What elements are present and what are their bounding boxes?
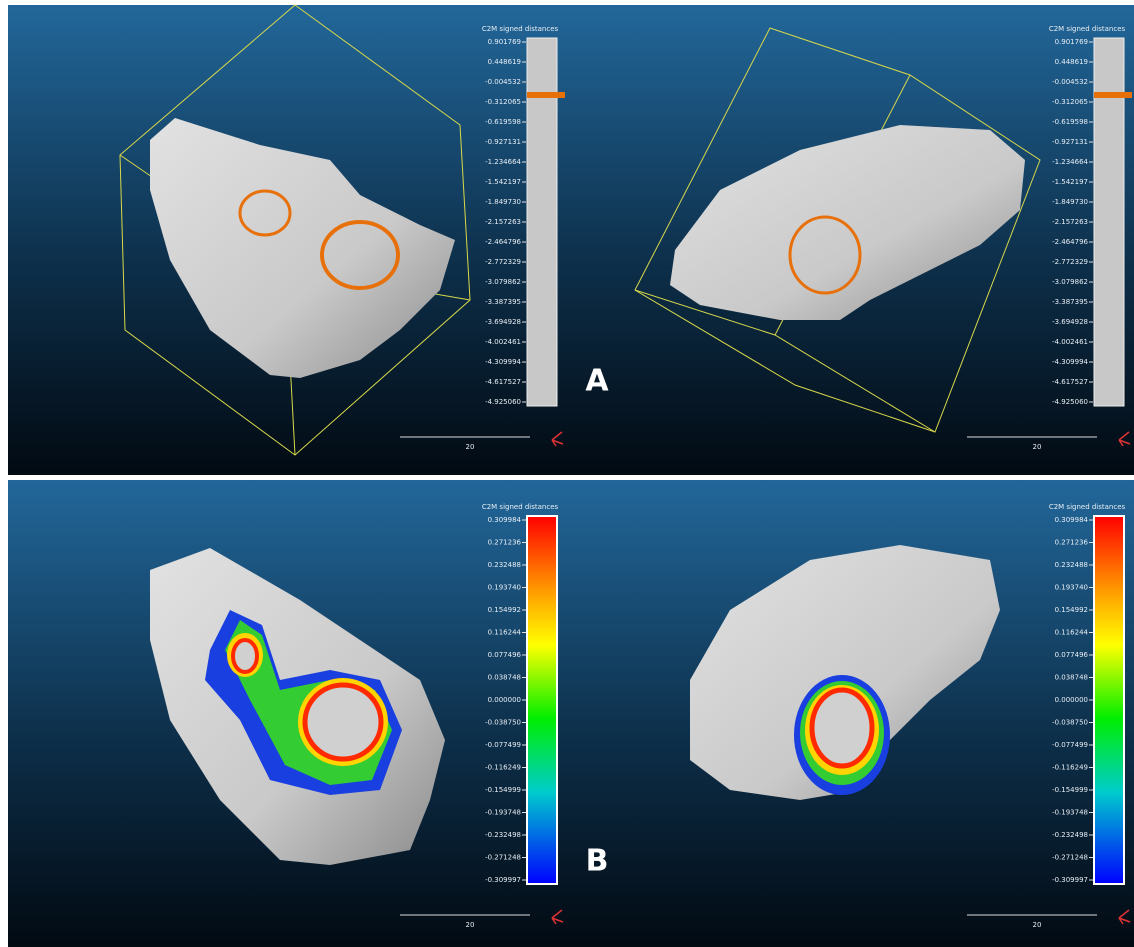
colorbar-tick-label: -3.387395 xyxy=(1052,298,1088,306)
colorbar-tick-label: -2.464796 xyxy=(485,238,521,246)
colorbar-tick-label: -0.271248 xyxy=(1052,854,1088,862)
colorbar-tick-label: -0.309997 xyxy=(1052,876,1088,884)
colorbar-tick-label: -1.849730 xyxy=(485,198,521,206)
colorbar-tick-label: -0.193748 xyxy=(485,809,521,817)
colorbar-tick-label: -3.387395 xyxy=(485,298,521,306)
colorbar-tick-label: 0.077496 xyxy=(1055,651,1089,659)
colorbar-tick-label: 0.448619 xyxy=(1055,58,1088,66)
colorbar-tick-label: -0.309997 xyxy=(485,876,521,884)
colorbar xyxy=(1094,516,1124,884)
colorbar-title: C2M signed distances xyxy=(1049,503,1126,511)
colorbar-tick-label: -0.619598 xyxy=(1052,118,1088,126)
colorbar-band xyxy=(1094,92,1132,98)
colorbar-tick-label: -3.694928 xyxy=(1052,318,1088,326)
colorbar-tick-label: 0.309984 xyxy=(488,516,522,524)
colorbar-tick-label: -0.271248 xyxy=(485,854,521,862)
colorbar-tick-label: 0.116244 xyxy=(488,629,522,637)
colorbar-tick-label: -1.542197 xyxy=(485,178,521,186)
colorbar-tick-label: -4.309994 xyxy=(485,358,521,366)
colorbar-tick-label: 0.901769 xyxy=(488,38,521,46)
colorbar-tick-label: -0.927131 xyxy=(485,138,521,146)
colorbar-tick-label: -0.927131 xyxy=(1052,138,1088,146)
colorbar-tick-label: -0.619598 xyxy=(485,118,521,126)
colorbar-tick-label: -2.464796 xyxy=(1052,238,1088,246)
colorbar-tick-label: -0.232498 xyxy=(1052,831,1088,839)
colorbar-band xyxy=(527,92,565,98)
scale-label: 20 xyxy=(466,921,475,929)
colorbar-tick-label: -0.312065 xyxy=(485,98,521,106)
scale-label: 20 xyxy=(1033,921,1042,929)
colorbar-tick-label: -0.038750 xyxy=(485,719,521,727)
figure-label: A xyxy=(585,364,609,399)
colorbar-tick-label: -1.234664 xyxy=(485,158,521,166)
colorbar-tick-label: -0.232498 xyxy=(485,831,521,839)
colorbar-tick-label: 0.271236 xyxy=(1055,539,1089,547)
colorbar-tick-label: -4.002461 xyxy=(1052,338,1088,346)
colorbar-title: C2M signed distances xyxy=(482,25,559,33)
colorbar-tick-label: -4.309994 xyxy=(1052,358,1088,366)
colorbar-tick-label: -4.925060 xyxy=(485,398,521,406)
colorbar-tick-label: -1.234664 xyxy=(1052,158,1088,166)
colorbar-tick-label: 0.901769 xyxy=(1055,38,1088,46)
figure-label: B xyxy=(586,844,609,879)
colorbar-tick-label: -1.849730 xyxy=(1052,198,1088,206)
colorbar-tick-label: 0.232488 xyxy=(488,561,521,569)
colorbar-tick-label: -2.157263 xyxy=(485,218,521,226)
colorbar-tick-label: -4.617527 xyxy=(1052,378,1088,386)
scale-label: 20 xyxy=(466,443,475,451)
colorbar-tick-label: 0.271236 xyxy=(488,539,522,547)
colorbar-tick-label: 0.154992 xyxy=(488,606,521,614)
colorbar-tick-label: -3.079862 xyxy=(485,278,521,286)
colorbar-tick-label: 0.448619 xyxy=(488,58,521,66)
colorbar-title: C2M signed distances xyxy=(482,503,559,511)
colorbar-tick-label: 0.154992 xyxy=(1055,606,1088,614)
colorbar-tick-label: -4.617527 xyxy=(485,378,521,386)
colorbar-tick-label: 0.193740 xyxy=(1055,584,1088,592)
colorbar-tick-label: 0.116244 xyxy=(1055,629,1089,637)
colorbar-tick-label: -2.772329 xyxy=(1052,258,1088,266)
colorbar-tick-label: -0.116249 xyxy=(1052,764,1088,772)
colorbar-tick-label: -2.157263 xyxy=(1052,218,1088,226)
colorbar-title: C2M signed distances xyxy=(1049,25,1126,33)
colorbar-tick-label: 0.038748 xyxy=(1055,674,1088,682)
colorbar-tick-label: -4.002461 xyxy=(485,338,521,346)
colorbar-tick-label: -2.772329 xyxy=(485,258,521,266)
colorbar-tick-label: -1.542197 xyxy=(1052,178,1088,186)
colorbar-tick-label: 0.000000 xyxy=(1055,696,1088,704)
colorbar-tick-label: -0.004532 xyxy=(485,78,521,86)
colorbar-tick-label: -4.925060 xyxy=(1052,398,1088,406)
colorbar-tick-label: -0.077499 xyxy=(485,741,521,749)
colorbar-tick-label: -0.193748 xyxy=(1052,809,1088,817)
figure: A B C2M signed distances 0.901769 0.448619… xyxy=(0,0,1134,947)
scale-label: 20 xyxy=(1033,443,1042,451)
colorbar-tick-label: -0.154999 xyxy=(485,786,521,794)
colorbar-tick-label: 0.000000 xyxy=(488,696,521,704)
colorbar-tick-label: 0.193740 xyxy=(488,584,521,592)
colorbar-tick-label: -3.079862 xyxy=(1052,278,1088,286)
colorbar-tick-label: 0.077496 xyxy=(488,651,522,659)
colorbar-tick-label: 0.309984 xyxy=(1055,516,1089,524)
colorbar-tick-label: -0.312065 xyxy=(1052,98,1088,106)
colorbar xyxy=(527,516,557,884)
colorbar-tick-label: -0.038750 xyxy=(1052,719,1088,727)
colorbar-tick-label: -0.004532 xyxy=(1052,78,1088,86)
colorbar-tick-label: 0.038748 xyxy=(488,674,521,682)
colorbar-tick-label: -0.154999 xyxy=(1052,786,1088,794)
colorbar-tick-label: -3.694928 xyxy=(485,318,521,326)
colorbar-tick-label: 0.232488 xyxy=(1055,561,1088,569)
deviation-map xyxy=(794,675,890,795)
colorbar-tick-label: -0.116249 xyxy=(485,764,521,772)
colorbar-tick-label: -0.077499 xyxy=(1052,741,1088,749)
